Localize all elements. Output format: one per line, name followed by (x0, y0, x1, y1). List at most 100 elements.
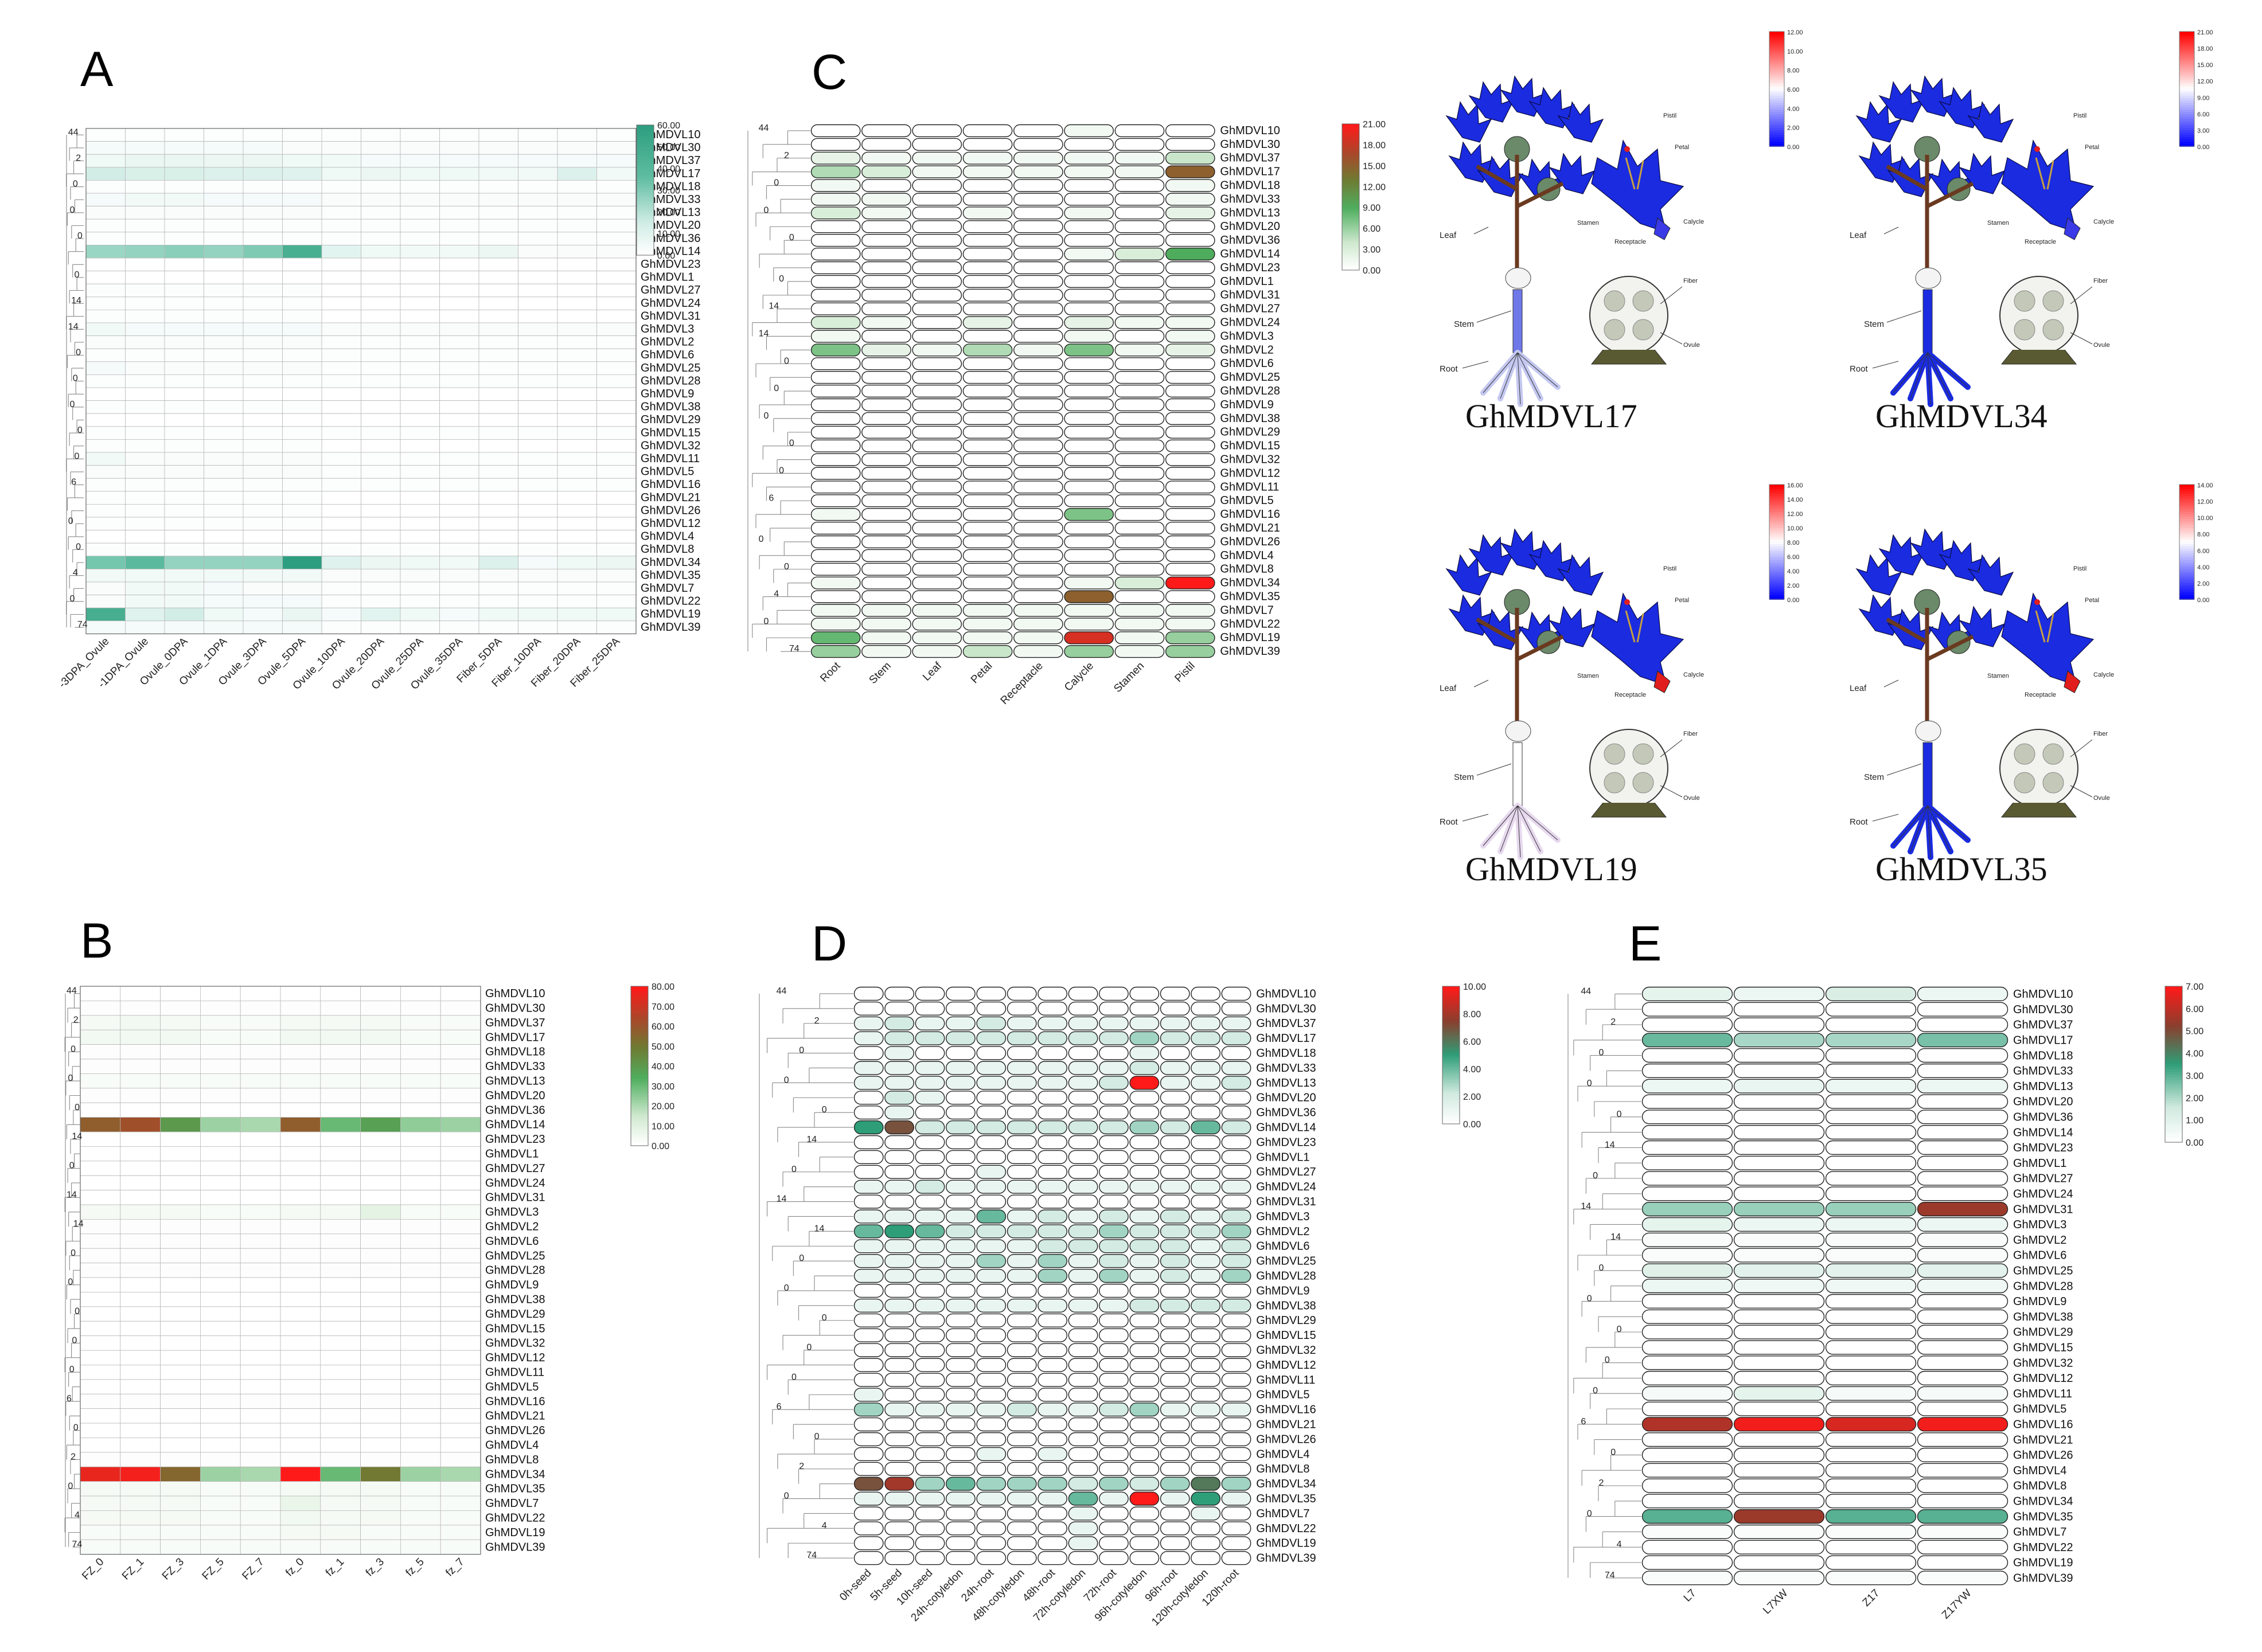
heatmap-cell (282, 478, 322, 492)
heatmap-cell (400, 986, 441, 1001)
heatmap-cell (557, 465, 597, 479)
map-scale-band (2179, 135, 2194, 138)
heatmap-cell (976, 1373, 1007, 1387)
heatmap-cell (200, 1073, 241, 1089)
heatmap-cell (164, 504, 204, 518)
color-scale-band (637, 192, 654, 196)
bootstrap-value: 0 (789, 233, 794, 243)
heatmap-cell (164, 244, 204, 259)
color-scale-band (1342, 226, 1359, 229)
heatmap-cell (478, 387, 518, 401)
color-scale-band (2165, 1051, 2182, 1055)
heatmap-cell (557, 244, 597, 259)
heatmap-cell (1064, 206, 1114, 220)
gene-label: GhMDVL5 (641, 466, 694, 478)
heatmap-cell (557, 504, 597, 518)
heatmap-cell (912, 563, 962, 576)
map-scale-band (1769, 512, 1784, 515)
gene-label: GhMDVL13 (641, 206, 701, 219)
heatmap-cell (440, 1539, 481, 1555)
heatmap-cell (320, 1175, 361, 1190)
heatmap-cell (280, 1408, 321, 1424)
heatmap-cell (360, 1525, 401, 1540)
heatmap-cell (518, 413, 558, 427)
heatmap-cell (240, 1117, 281, 1132)
heatmap-cell (1917, 1401, 2008, 1416)
heatmap-cell (945, 1447, 976, 1461)
heatmap-cell (1064, 467, 1114, 480)
heatmap-cell (1825, 1002, 1917, 1017)
heatmap-cell (280, 1495, 321, 1511)
map-scale-band (2179, 105, 2194, 108)
heatmap-cell (976, 1001, 1007, 1016)
heatmap-cell (164, 465, 204, 479)
color-scale-band (637, 151, 654, 154)
heatmap-cell (1825, 1494, 1917, 1509)
map-scale-tick: 8.00 (1787, 68, 1799, 75)
heatmap-cell (1007, 1417, 1037, 1432)
map-scale-tick: 0.00 (2197, 144, 2209, 151)
color-scale-band (2165, 1108, 2182, 1112)
heatmap-cell (1825, 1447, 1917, 1462)
panel-letter: B (80, 913, 113, 968)
heatmap-cell (518, 517, 558, 531)
color-scale-band (637, 251, 654, 254)
heatmap-cell (440, 1525, 481, 1540)
pistil-shape (2034, 599, 2040, 605)
heatmap-cell (160, 1248, 201, 1263)
map-scale-band (1769, 494, 1784, 497)
heatmap-cell (1917, 1555, 2008, 1570)
heatmap-cell (120, 1335, 161, 1351)
heatmap-cell (400, 1291, 441, 1307)
heatmap-cell (1160, 1180, 1190, 1194)
heatmap-cell (1917, 1417, 2008, 1432)
heatmap-cell (1825, 1232, 1917, 1247)
organ-label-calycle: Calycle (2093, 671, 2114, 678)
heatmap-cell (1129, 1031, 1160, 1045)
heatmap-cell (400, 1233, 441, 1249)
heatmap-cell (243, 218, 283, 233)
map-scale-band (2179, 38, 2194, 41)
color-scale-tick: 6.00 (1363, 224, 1380, 234)
color-scale-band (637, 125, 654, 128)
heatmap-cell (1733, 1201, 1825, 1217)
heatmap-cell (1917, 1186, 2008, 1201)
color-scale-band (1342, 140, 1359, 144)
heatmap-cell (280, 1525, 321, 1540)
bootstrap-value: 44 (759, 123, 769, 133)
heatmap-cell (810, 124, 861, 138)
map-scale-band (1769, 498, 1784, 501)
heatmap-cell (320, 1379, 361, 1395)
map-scale-band (1769, 139, 1784, 142)
heatmap-cell (1007, 1402, 1037, 1417)
heatmap-cell (557, 283, 597, 298)
heatmap-cell (853, 1031, 884, 1045)
heatmap-cell (1068, 1506, 1098, 1521)
map-scale-band (2179, 569, 2194, 572)
map-scale-band (1769, 59, 1784, 62)
heatmap-cell (160, 1452, 201, 1467)
heatmap-cell (518, 478, 558, 492)
heatmap-cell (400, 1321, 441, 1336)
heatmap-cell (1007, 1016, 1037, 1030)
heatmap-cell (1098, 1076, 1129, 1090)
heatmap-cell (360, 1350, 401, 1365)
map-scale-band (1769, 485, 1784, 487)
heatmap-cell (976, 1521, 1007, 1536)
bootstrap-value: 44 (68, 127, 79, 137)
heatmap-cell (125, 530, 165, 544)
heatmap-cell (400, 1248, 441, 1263)
heatmap-cell (1917, 1355, 2008, 1370)
color-scale-band (1442, 1021, 1460, 1024)
bootstrap-value: 0 (814, 1432, 820, 1442)
heatmap-cell (1098, 1491, 1129, 1506)
heatmap-cell (361, 322, 401, 337)
heatmap-cell (810, 343, 861, 357)
heatmap-cell (240, 1335, 281, 1351)
gene-label: GhMDVL5 (1220, 494, 1273, 507)
heatmap-cell (478, 491, 518, 505)
calycle-shape (2064, 217, 2081, 240)
heatmap-cell (280, 1306, 321, 1322)
color-scale-band (1342, 126, 1359, 130)
gene-label: GhMDVL19 (1256, 1537, 1316, 1550)
